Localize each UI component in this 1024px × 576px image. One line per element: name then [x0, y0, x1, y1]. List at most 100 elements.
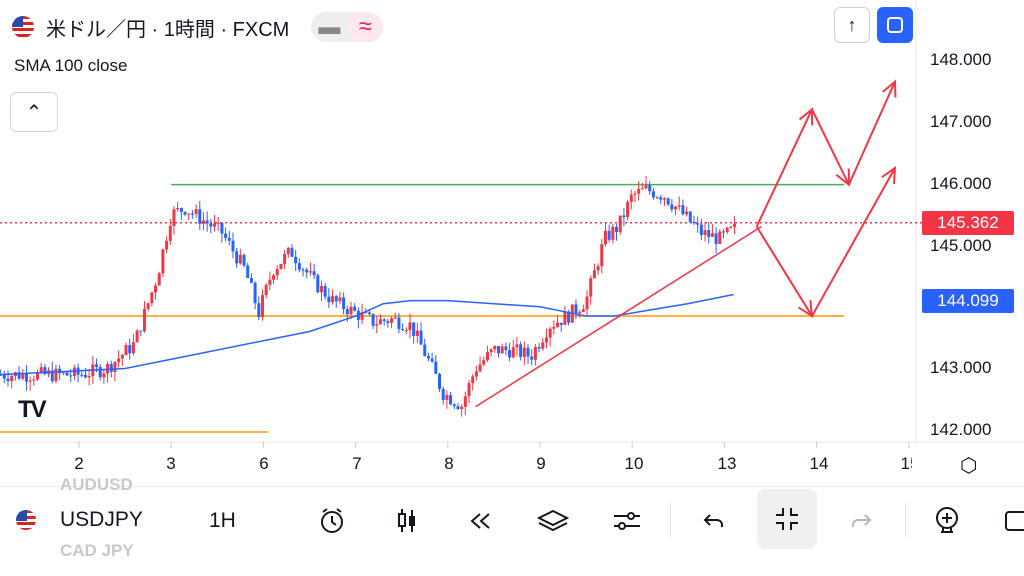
candle-up	[733, 223, 737, 227]
symbol-selector[interactable]: USDJPY	[16, 508, 143, 532]
candle-up	[637, 189, 641, 194]
candle-down	[497, 346, 501, 354]
candle-up	[633, 193, 637, 195]
candle-up	[216, 222, 220, 224]
candle-up	[541, 342, 545, 349]
candle-down	[622, 215, 626, 218]
replay-icon[interactable]	[460, 501, 500, 541]
candle-up	[626, 202, 630, 218]
candle-down	[305, 269, 309, 273]
sma-indicator-label[interactable]: SMA 100 close	[14, 56, 128, 75]
candle-down	[412, 322, 416, 336]
candle-down	[2, 374, 6, 379]
settings-sliders-icon[interactable]	[607, 501, 647, 541]
candle-up	[655, 197, 659, 199]
timeframe-selector[interactable]: 1H	[209, 509, 236, 532]
candle-up	[685, 211, 689, 215]
candle-up	[460, 406, 464, 410]
candle-down	[615, 226, 619, 233]
collapse-legend-button[interactable]: ⌃	[10, 92, 58, 132]
candle-up	[131, 342, 135, 354]
price-tick: 148.000	[930, 50, 992, 69]
candle-down	[707, 230, 711, 237]
time-tick: 10	[624, 454, 644, 473]
hide-icon[interactable]: ▬	[318, 14, 341, 39]
alarm-icon[interactable]	[312, 501, 352, 541]
auto-fit-button[interactable]	[877, 7, 913, 43]
candle-up	[478, 364, 482, 372]
candle-down	[220, 222, 224, 234]
candle-up	[729, 226, 733, 228]
candle-up	[611, 226, 615, 240]
candle-up	[393, 317, 397, 319]
candle-down	[519, 344, 523, 357]
candle-down	[397, 317, 401, 330]
candle-up	[390, 318, 394, 323]
candle-up	[319, 286, 323, 293]
price-chart[interactable]	[0, 0, 1024, 486]
candle-down	[209, 223, 213, 227]
candle-up	[161, 249, 165, 274]
visibility-pill[interactable]: ▬ ≈	[311, 12, 384, 42]
undo-icon[interactable]	[694, 501, 734, 541]
add-indicator-icon[interactable]	[927, 501, 967, 541]
candle-down	[559, 322, 563, 325]
candle-up	[146, 303, 150, 309]
candle-up	[32, 379, 36, 381]
time-tick: 2	[74, 454, 84, 473]
candle-down	[504, 346, 508, 351]
chart-title[interactable]: 米ドル／円 · 1時間 · FXCM	[46, 18, 290, 41]
candle-up	[349, 306, 353, 315]
candle-up	[168, 225, 172, 241]
candle-down	[688, 211, 692, 222]
time-tick: 8	[444, 454, 454, 473]
candle-down	[508, 350, 512, 358]
chart-header: 米ドル／円 · 1時間 · FXCM ▬ ≈	[12, 12, 384, 42]
candle-up	[375, 324, 379, 326]
candle-down	[327, 296, 331, 303]
candle-up	[142, 308, 146, 332]
candle-up	[556, 322, 560, 328]
candle-down	[65, 372, 69, 376]
more-icon[interactable]	[998, 501, 1024, 541]
candle-up	[275, 268, 279, 276]
candle-up	[338, 297, 342, 302]
candle-up	[596, 266, 600, 271]
last-price-label: 145.362	[922, 211, 1014, 235]
candle-up	[10, 376, 14, 382]
candle-up	[592, 270, 596, 279]
candles-icon[interactable]	[387, 501, 427, 541]
candle-down	[651, 191, 655, 198]
candle-down	[95, 364, 99, 367]
candle-down	[364, 312, 368, 314]
scroll-up-button[interactable]: ↑	[834, 7, 870, 43]
candle-down	[419, 330, 423, 345]
candle-down	[434, 361, 438, 374]
candle-down	[574, 304, 578, 314]
prev-symbol-ghost: AUDUSD	[60, 475, 133, 494]
tradingview-logo: TV	[18, 396, 47, 423]
candle-up	[194, 209, 198, 214]
redo-icon[interactable]	[841, 501, 881, 541]
chart-settings-icon[interactable]: ⬡	[960, 455, 978, 477]
candle-down	[17, 372, 21, 379]
scenario-arrow-segment	[755, 226, 813, 317]
candle-up	[415, 330, 419, 336]
trendline	[475, 225, 762, 408]
time-tick: 6	[259, 454, 269, 473]
candle-up	[378, 319, 382, 325]
candle-down	[401, 329, 405, 331]
wave-icon[interactable]: ≈	[347, 12, 384, 42]
layers-icon[interactable]	[533, 501, 573, 541]
candle-down	[179, 208, 183, 212]
candle-up	[61, 372, 65, 374]
toolbar-divider	[670, 503, 671, 537]
candle-down	[334, 296, 338, 302]
candle-up	[272, 275, 276, 280]
fullscreen-exit-icon[interactable]	[757, 489, 817, 549]
candle-down	[452, 404, 456, 407]
candle-up	[674, 206, 678, 210]
candle-down	[367, 312, 371, 314]
candle-up	[589, 278, 593, 297]
bottom-toolbar: AUDUSD CAD JPY USDJPY 1H	[0, 475, 1024, 560]
